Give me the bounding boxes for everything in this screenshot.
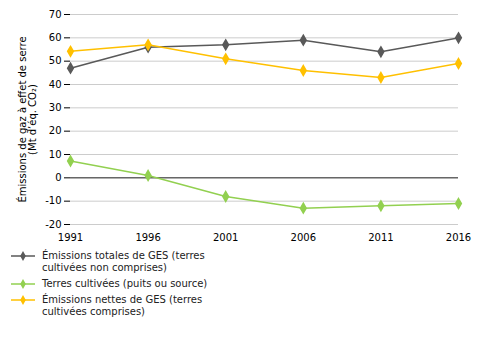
svg-text:1991: 1991	[58, 232, 83, 243]
svg-text:-10: -10	[45, 195, 61, 206]
svg-text:60: 60	[49, 32, 62, 43]
svg-text:2001: 2001	[213, 232, 238, 243]
svg-text:Émissions de gaz à effet de se: Émissions de gaz à effet de serre(Mt d’é…	[16, 36, 38, 202]
svg-text:2006: 2006	[291, 232, 316, 243]
svg-text:40: 40	[49, 79, 62, 90]
svg-text:2016: 2016	[446, 232, 471, 243]
svg-text:-20: -20	[45, 219, 61, 230]
svg-text:50: 50	[49, 55, 62, 66]
svg-text:2011: 2011	[368, 232, 393, 243]
svg-text:0: 0	[55, 172, 61, 183]
svg-text:70: 70	[49, 9, 62, 20]
html-text:Émissions totales de GES (terr: Émissions totales de GES (terres cultivé…	[42, 250, 205, 273]
html-text:Terres cultivées (puits ou sou: Terres cultivées (puits ou source)	[42, 278, 208, 289]
svg-text:20: 20	[49, 125, 62, 136]
svg-text:10: 10	[49, 149, 62, 160]
html-text:Émissions nettes de GES (terre: Émissions nettes de GES (terres cultivée…	[42, 294, 203, 317]
svg-text:1996: 1996	[135, 232, 160, 243]
svg-text:30: 30	[49, 102, 62, 113]
